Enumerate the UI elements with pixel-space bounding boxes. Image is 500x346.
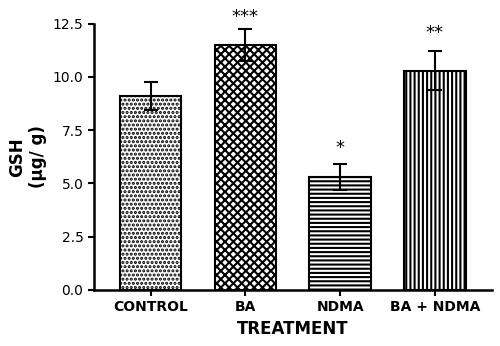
Bar bbox=[310, 177, 371, 290]
Y-axis label: GSH
(μg/ g): GSH (μg/ g) bbox=[8, 125, 47, 188]
Bar bbox=[214, 45, 276, 290]
Text: *: * bbox=[336, 139, 344, 157]
Bar bbox=[120, 96, 182, 290]
Bar bbox=[404, 71, 466, 290]
X-axis label: TREATMENT: TREATMENT bbox=[237, 320, 348, 338]
Text: ***: *** bbox=[232, 8, 259, 26]
Text: **: ** bbox=[426, 24, 444, 42]
